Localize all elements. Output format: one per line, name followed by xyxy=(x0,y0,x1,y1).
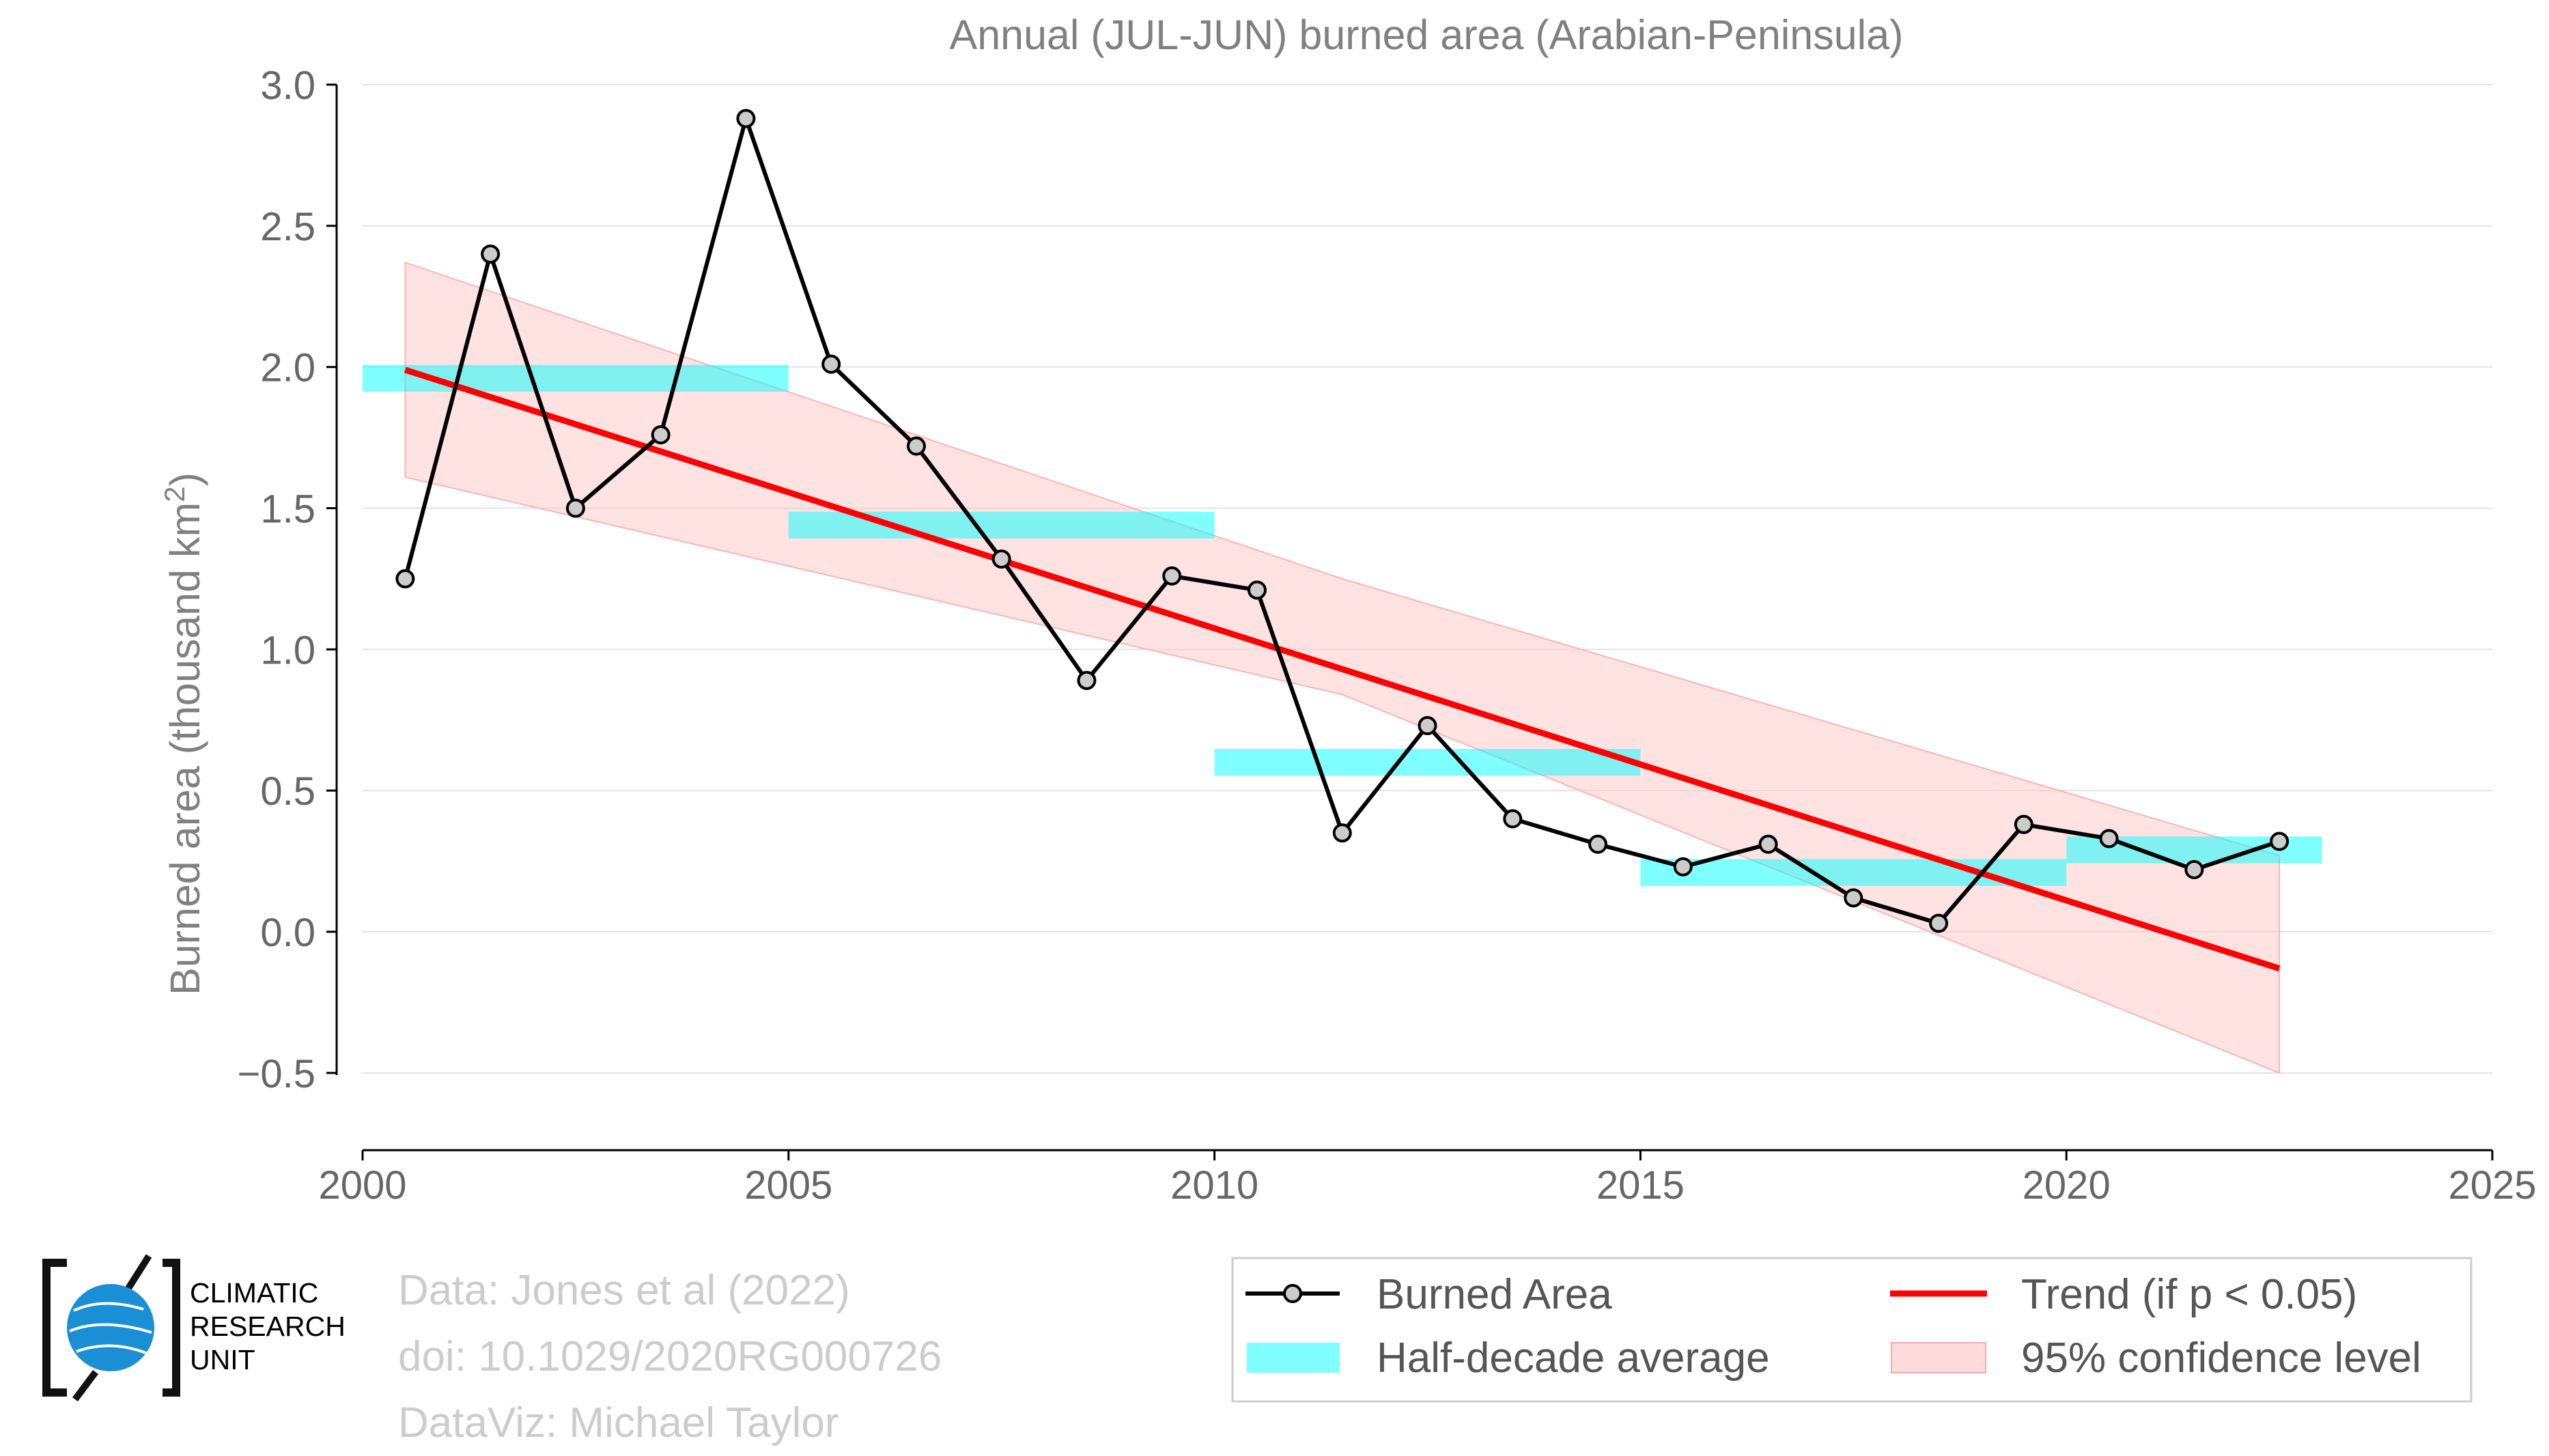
y-axis-label-sup: 2 xyxy=(158,486,191,502)
burned-area-point xyxy=(1758,834,1778,854)
half-decade-bands xyxy=(363,365,2322,886)
credit-doi: doi: 10.1029/2020RG000726 xyxy=(398,1333,942,1380)
burned-area-point xyxy=(1929,913,1949,933)
burned-area-point xyxy=(651,425,671,444)
burned-area-point xyxy=(1332,823,1352,843)
burned-area-point xyxy=(2099,829,2119,848)
x-tick-label: 2010 xyxy=(1170,1163,1258,1208)
burned-area-point xyxy=(2014,814,2033,834)
legend-confidence-swatch xyxy=(1891,1342,1986,1373)
cru-logo-lower-slash xyxy=(72,1370,98,1401)
trend-line xyxy=(404,367,2281,972)
cru-logo-left-bracket xyxy=(42,1259,67,1397)
burned-area-point xyxy=(1162,566,1182,586)
half-decade-band xyxy=(1214,749,1641,776)
burned-area-point xyxy=(2270,831,2290,851)
credit-data-source: Data: Jones et al (2022) xyxy=(398,1267,850,1314)
burned-area-point xyxy=(906,436,926,456)
legend: Burned Area Trend (if p < 0.05) Half-dec… xyxy=(1231,1257,2473,1403)
trend-line-path xyxy=(404,367,2281,972)
axes xyxy=(335,85,2492,1152)
y-axis-label: Burned area (thousand km2) xyxy=(158,472,208,995)
credit-dataviz: DataViz: Michael Taylor xyxy=(398,1399,839,1446)
y-tick-label: 2.0 xyxy=(260,346,315,390)
legend-label-burned-area: Burned Area xyxy=(1377,1271,1612,1318)
burned-area-point xyxy=(1673,857,1693,876)
chart-title: Annual (JUL-JUN) burned area (Arabian-Pe… xyxy=(950,12,1904,58)
cru-logo-globe-swirl-1 xyxy=(73,1302,144,1312)
cru-logo-globe-swirl-3 xyxy=(76,1344,147,1354)
cru-logo-icon xyxy=(42,1254,180,1401)
cru-wordmark-line-1: CLIMATIC xyxy=(190,1277,319,1309)
y-tick-label: 1.0 xyxy=(260,628,315,672)
y-tick-label: 2.5 xyxy=(260,205,315,249)
y-tick-label: 3.0 xyxy=(260,63,315,108)
x-tick-label: 2020 xyxy=(2023,1163,2111,1208)
burned-area-point xyxy=(1588,834,1608,854)
y-tick-label: 0.5 xyxy=(260,769,315,814)
burned-area-point xyxy=(1247,580,1267,600)
data-credits: Data: Jones et al (2022) doi: 10.1029/20… xyxy=(398,1257,942,1456)
legend-half-decade-swatch xyxy=(1247,1343,1340,1373)
burned-area-point xyxy=(481,244,501,264)
burned-area-point xyxy=(1077,670,1097,690)
x-tick-label: 2015 xyxy=(1596,1163,1685,1208)
y-axis-label-close: ) xyxy=(162,472,208,486)
burned-area-point xyxy=(1503,809,1523,829)
y-ticks: −0.5 0.0 0.5 1.0 1.5 2.0 2.5 3.0 xyxy=(238,63,337,1096)
burned-area-series xyxy=(395,109,2290,933)
burned-area-point xyxy=(1418,716,1437,736)
burned-area-point xyxy=(821,354,841,374)
legend-label-trend: Trend (if p < 0.05) xyxy=(2021,1271,2357,1318)
burned-area-point xyxy=(1844,888,1863,908)
x-tick-label: 2025 xyxy=(2448,1163,2536,1208)
cru-wordmark-line-2: RESEARCH xyxy=(190,1311,346,1342)
x-tick-label: 2005 xyxy=(744,1163,832,1208)
x-tick-label: 2000 xyxy=(318,1163,406,1208)
half-decade-band xyxy=(1640,859,2067,886)
cru-wordmark: CLIMATIC RESEARCH UNIT xyxy=(190,1276,346,1377)
burned-area-point xyxy=(565,498,585,518)
legend-frame xyxy=(1231,1257,2473,1403)
legend-label-confidence: 95% confidence level xyxy=(2021,1334,2421,1382)
y-axis-label-text: Burned area (thousand km xyxy=(162,502,208,995)
y-tick-label: −0.5 xyxy=(238,1052,316,1096)
x-ticks: 2000 2005 2010 2015 2020 2025 xyxy=(318,1150,2537,1208)
y-tick-label: 0.0 xyxy=(260,911,315,955)
cru-logo-right-bracket xyxy=(163,1259,180,1397)
legend-burned-marker-swatch xyxy=(1283,1284,1302,1303)
cru-logo-globe-swirl-2 xyxy=(69,1323,152,1334)
cru-wordmark-line-3: UNIT xyxy=(190,1344,255,1375)
burned-area-point xyxy=(395,569,415,588)
burned-area-point xyxy=(2184,859,2204,879)
y-tick-label: 1.5 xyxy=(260,487,315,532)
burned-area-point xyxy=(736,109,756,128)
burned-area-point xyxy=(991,549,1011,569)
legend-label-half-decade: Half-decade average xyxy=(1377,1334,1770,1382)
